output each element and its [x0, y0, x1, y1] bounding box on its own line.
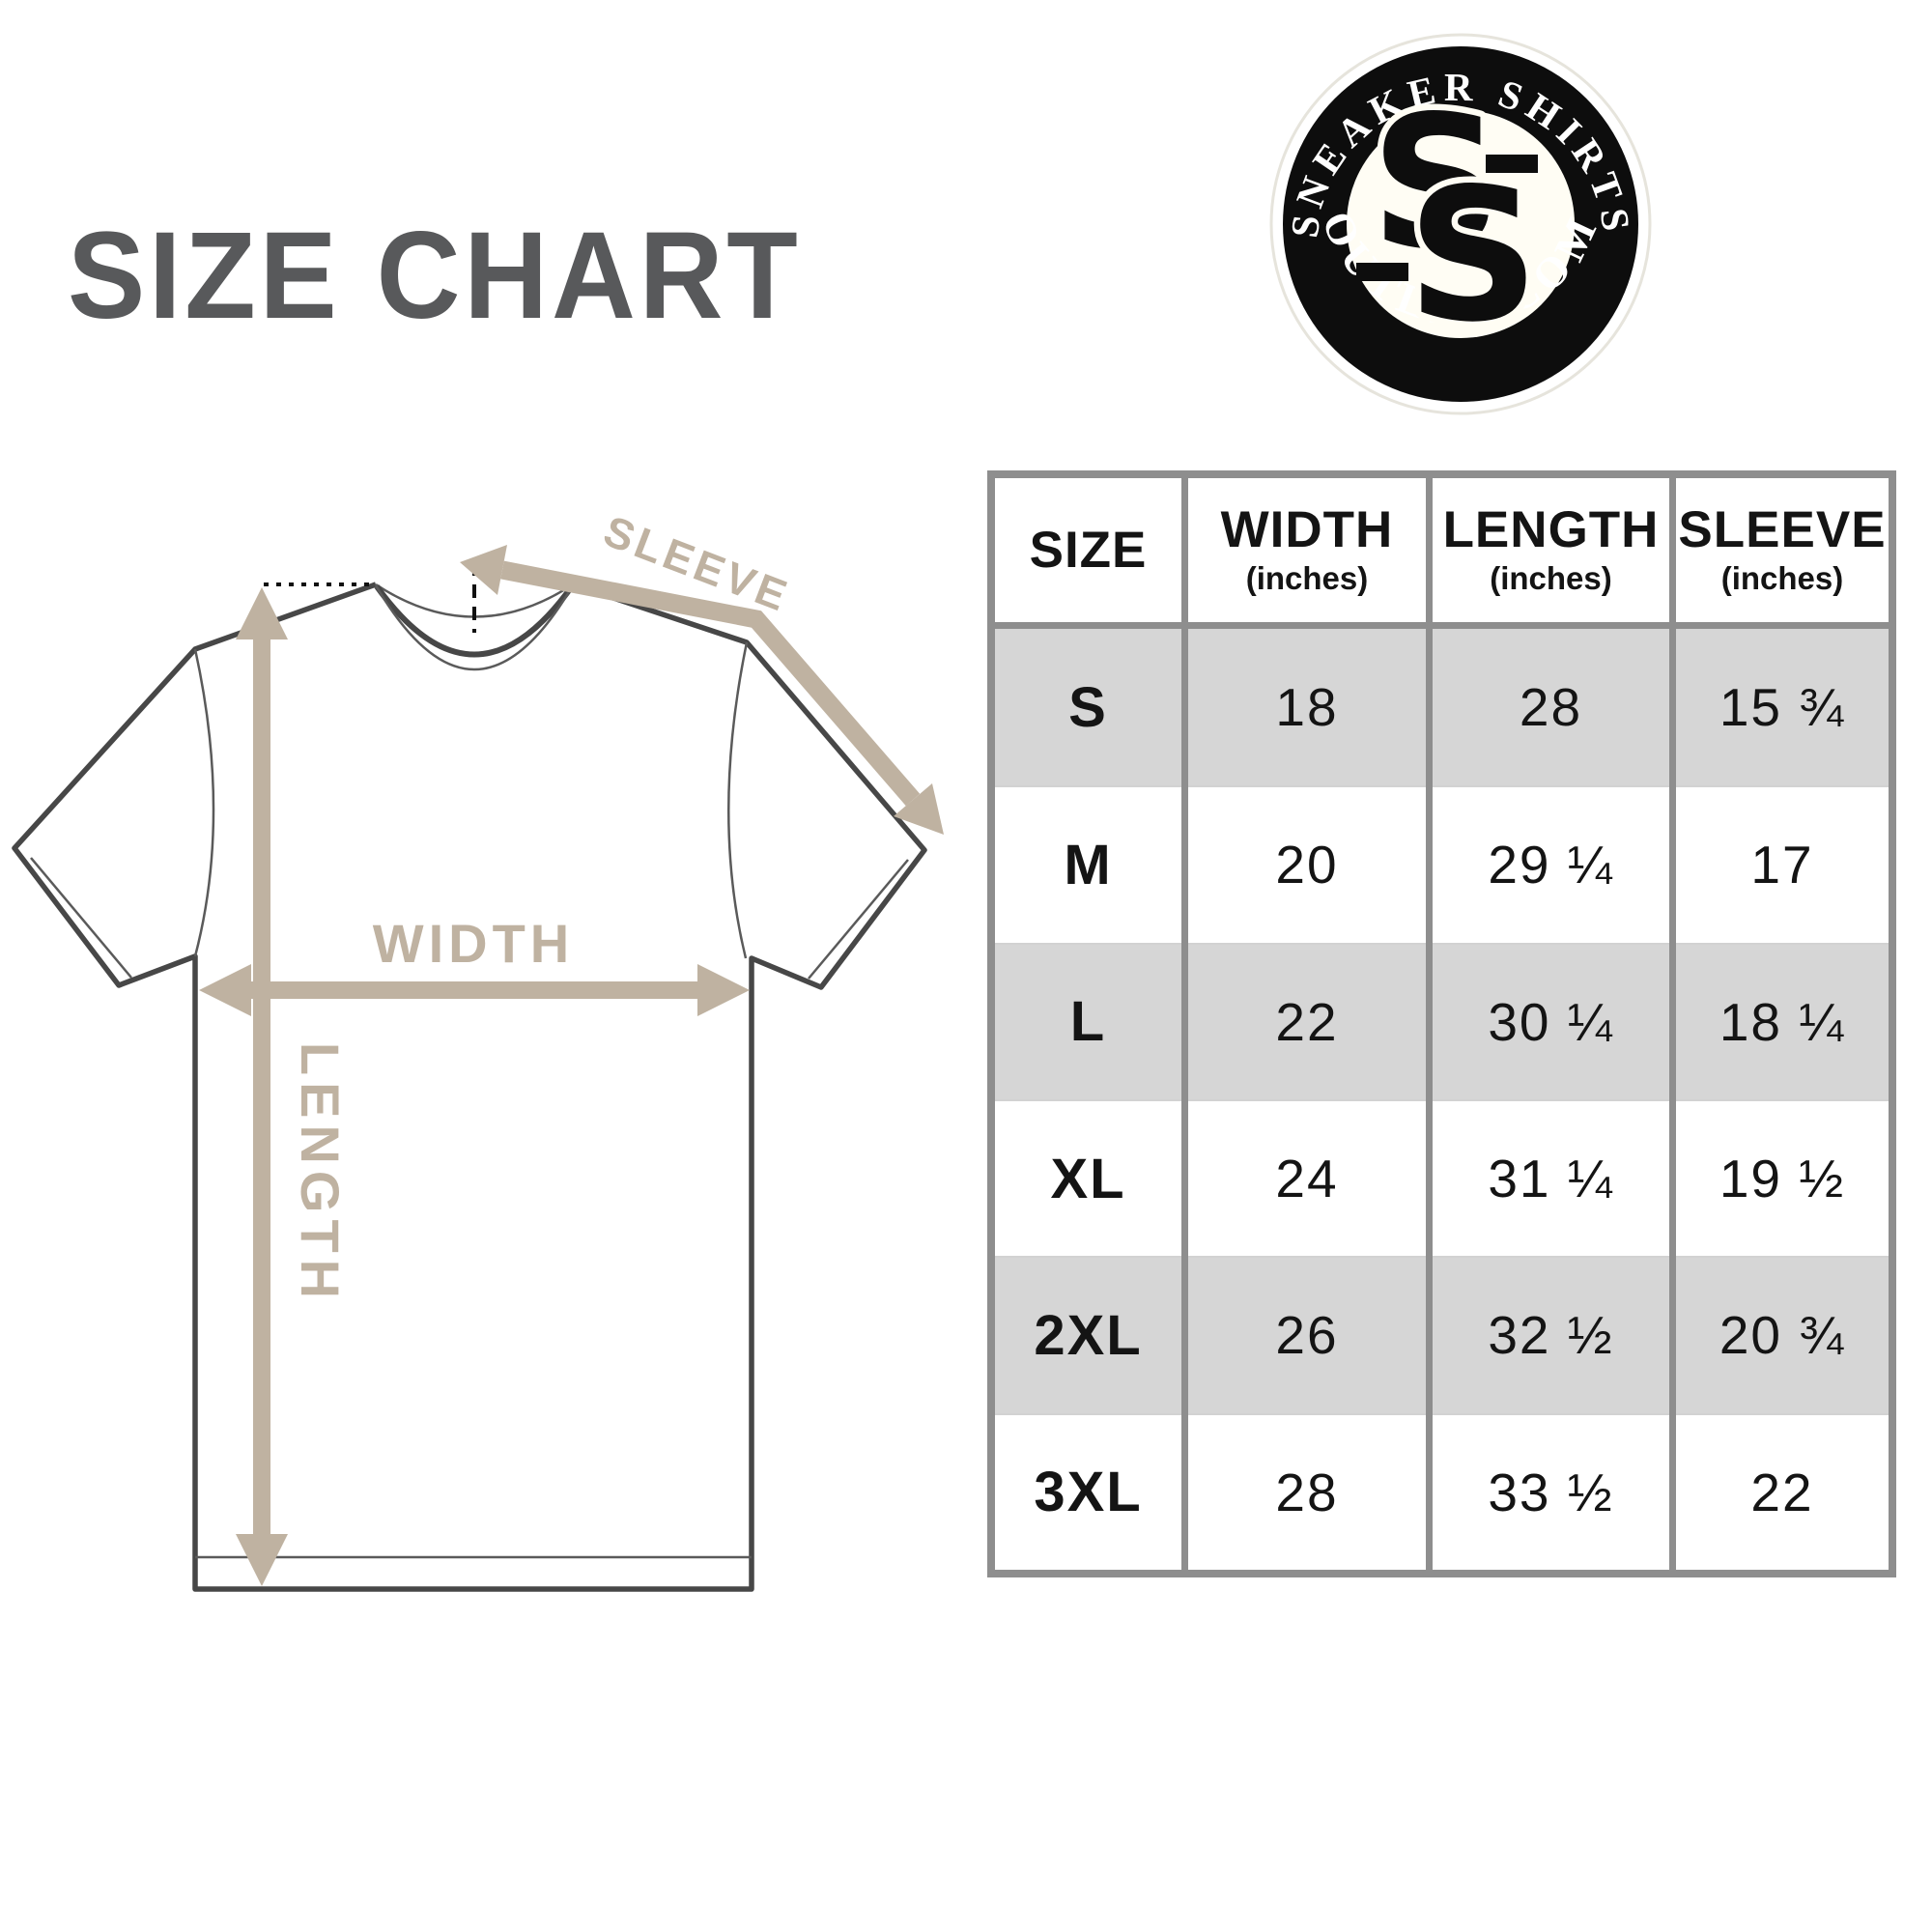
cell-size-s: S — [995, 629, 1181, 786]
cell-sleeve-s: 15 ¾ — [1676, 629, 1889, 786]
cell-size-2xl: 2XL — [995, 1256, 1181, 1413]
cell-size-xl: XL — [995, 1098, 1181, 1257]
col-header-label: LENGTH — [1442, 500, 1660, 558]
cell-width-2xl: 26 — [1188, 1256, 1426, 1413]
cell-length-xl: 31 ¼ — [1433, 1098, 1669, 1257]
col-header-label: SLEEVE — [1678, 500, 1887, 558]
col-header-units: (inches) — [1490, 560, 1612, 597]
cell-length-2xl: 32 ½ — [1433, 1256, 1669, 1413]
cell-length-m: 29 ¼ — [1433, 785, 1669, 943]
cell-size-l: L — [995, 942, 1181, 1099]
col-header-label: WIDTH — [1220, 500, 1394, 558]
svg-text:S: S — [1407, 149, 1540, 362]
cell-sleeve-2xl: 20 ¾ — [1676, 1256, 1889, 1413]
cell-width-m: 20 — [1188, 785, 1426, 943]
length-label: LENGTH — [290, 1042, 351, 1305]
cell-length-3xl: 33 ½ — [1433, 1412, 1669, 1570]
cell-sleeve-xl: 19 ½ — [1676, 1098, 1889, 1257]
svg-text:S: S — [1371, 76, 1503, 290]
col-header-length: LENGTH (inches) — [1433, 478, 1669, 629]
width-arrow — [199, 964, 750, 1016]
col-header-units: (inches) — [1720, 560, 1844, 597]
length-arrow — [236, 587, 288, 1586]
size-table: SIZE WIDTH (inches) LENGTH (inches) SLEE… — [987, 470, 1896, 1577]
cell-width-xl: 24 — [1188, 1098, 1426, 1257]
width-label: WIDTH — [373, 913, 575, 974]
brand-logo: SNEAKER SHIRTS OUTLET.COM S S — [1269, 33, 1652, 415]
cell-width-l: 22 — [1188, 942, 1426, 1099]
cell-size-3xl: 3XL — [995, 1412, 1181, 1570]
cell-width-s: 18 — [1188, 629, 1426, 786]
cell-sleeve-m: 17 — [1676, 785, 1889, 943]
cell-length-s: 28 — [1433, 629, 1669, 786]
col-header-label: SIZE — [1029, 521, 1148, 579]
cell-size-m: M — [995, 785, 1181, 943]
cell-width-3xl: 28 — [1188, 1412, 1426, 1570]
col-header-units: (inches) — [1245, 560, 1369, 597]
logo-ss-monogram-icon: S S — [1356, 71, 1546, 369]
sleeve-arrow — [460, 545, 944, 835]
tshirt-outline-icon — [12, 582, 927, 1592]
col-header-width: WIDTH (inches) — [1188, 478, 1426, 629]
cell-sleeve-l: 18 ¼ — [1676, 942, 1889, 1099]
cell-sleeve-3xl: 22 — [1676, 1412, 1889, 1570]
col-header-size: SIZE — [995, 478, 1181, 629]
page-title: SIZE CHART — [68, 207, 802, 345]
cell-length-l: 30 ¼ — [1433, 942, 1669, 1099]
col-header-sleeve: SLEEVE (inches) — [1676, 478, 1889, 629]
